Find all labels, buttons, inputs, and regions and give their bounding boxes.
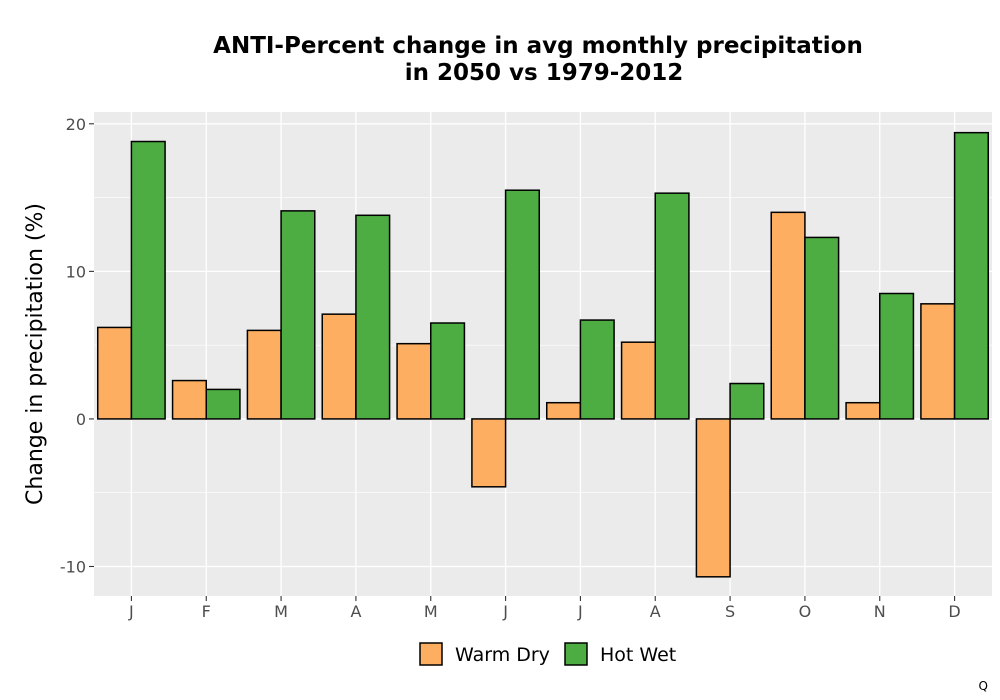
x-tick-label: O xyxy=(799,602,812,621)
y-tick-label: 20 xyxy=(66,115,86,134)
bar-hot-wet-4 xyxy=(355,214,391,420)
corner-mark: Q xyxy=(979,679,988,693)
y-axis: -10 0 10 20 xyxy=(60,115,94,576)
legend-label-warm-dry: Warm Dry xyxy=(455,644,550,666)
chart-title: ANTI-Percent change in avg monthly preci… xyxy=(213,33,863,59)
bar-warm-dry-3 xyxy=(246,329,282,420)
bar-warm-dry-9 xyxy=(695,418,731,578)
chart-subtitle: in 2050 vs 1979-2012 xyxy=(405,60,684,86)
bar-warm-dry-2 xyxy=(171,379,207,420)
y-axis-title: Change in precipitation (%) xyxy=(23,203,48,505)
x-tick-label: M xyxy=(274,602,288,621)
bar-hot-wet-9 xyxy=(729,382,765,420)
bars xyxy=(96,131,990,578)
bar-hot-wet-11 xyxy=(879,292,915,420)
legend-label-hot-wet: Hot Wet xyxy=(600,644,676,666)
x-tick-label: A xyxy=(350,602,361,621)
bar-warm-dry-10 xyxy=(770,211,806,420)
x-tick-label: D xyxy=(948,602,960,621)
y-tick-label: -10 xyxy=(60,557,86,576)
bar-hot-wet-5 xyxy=(430,322,466,420)
bar-warm-dry-5 xyxy=(396,342,432,420)
bar-hot-wet-2 xyxy=(205,388,241,420)
bar-warm-dry-8 xyxy=(620,341,657,420)
bar-warm-dry-4 xyxy=(321,313,357,420)
bar-hot-wet-12 xyxy=(953,131,990,420)
x-tick-label: F xyxy=(202,602,211,621)
legend: Warm Dry Hot Wet xyxy=(419,642,676,666)
x-tick-label: J xyxy=(128,602,134,621)
x-tick-label: S xyxy=(725,602,735,621)
x-tick-label: A xyxy=(650,602,661,621)
bar-warm-dry-1 xyxy=(96,326,133,420)
legend-key-warm-dry xyxy=(419,642,443,666)
bar-warm-dry-6 xyxy=(471,418,507,488)
bar-hot-wet-7 xyxy=(579,319,615,420)
x-tick-label: M xyxy=(424,602,438,621)
x-tick-label: J xyxy=(577,602,583,621)
bar-hot-wet-10 xyxy=(804,236,840,420)
bar-warm-dry-11 xyxy=(845,401,881,420)
bar-hot-wet-3 xyxy=(280,210,316,420)
bar-hot-wet-1 xyxy=(130,140,166,420)
y-tick-label: 0 xyxy=(76,410,86,429)
x-tick-label: N xyxy=(874,602,886,621)
x-tick-label: J xyxy=(502,602,508,621)
y-tick-label: 10 xyxy=(66,262,86,281)
bar-hot-wet-6 xyxy=(504,189,541,420)
bar-warm-dry-12 xyxy=(920,303,956,420)
bar-warm-dry-7 xyxy=(545,401,582,420)
legend-key-hot-wet xyxy=(564,642,588,666)
bar-hot-wet-8 xyxy=(654,192,690,420)
plot-panel xyxy=(94,112,992,596)
